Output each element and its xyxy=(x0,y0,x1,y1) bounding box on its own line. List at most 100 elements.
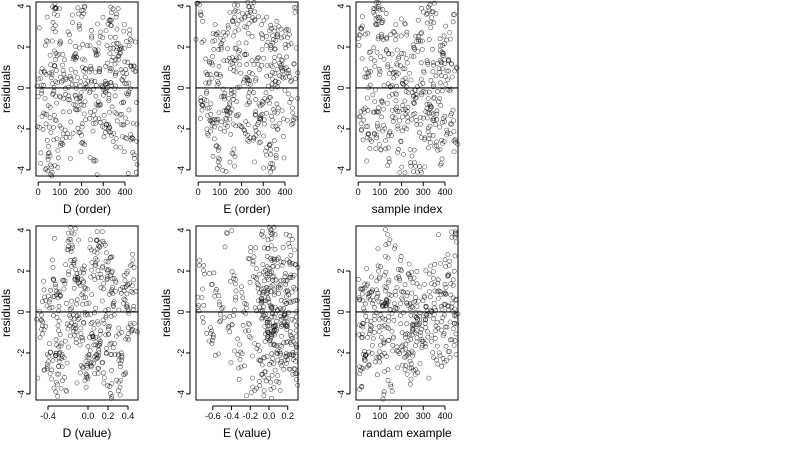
data-point xyxy=(52,29,58,35)
data-point xyxy=(370,301,376,306)
data-point xyxy=(246,4,252,10)
data-point xyxy=(402,98,408,104)
data-point xyxy=(79,121,85,127)
data-point xyxy=(109,23,114,29)
data-point xyxy=(398,301,403,306)
data-point xyxy=(275,79,281,85)
x-tick-label: 300 xyxy=(96,187,111,197)
data-point xyxy=(442,119,448,125)
data-point xyxy=(365,281,370,287)
data-point xyxy=(91,336,96,342)
data-point xyxy=(450,326,456,332)
x-tick-label: -0.4 xyxy=(224,411,240,421)
data-point xyxy=(215,155,221,161)
data-point xyxy=(442,281,448,287)
data-point xyxy=(69,320,74,326)
data-point xyxy=(43,166,49,171)
data-point xyxy=(38,318,44,323)
data-point xyxy=(369,289,375,295)
data-point xyxy=(265,288,270,293)
data-point xyxy=(53,284,59,290)
data-point xyxy=(238,70,244,76)
data-point xyxy=(273,153,279,158)
data-point xyxy=(288,334,294,339)
data-point xyxy=(451,268,457,274)
data-point xyxy=(253,76,259,81)
data-point xyxy=(361,117,367,123)
data-point xyxy=(395,123,401,129)
data-point xyxy=(92,354,97,360)
data-point xyxy=(206,105,212,111)
data-point xyxy=(116,353,121,359)
data-point xyxy=(379,31,384,37)
data-point xyxy=(425,115,430,121)
y-tick-label: 4 xyxy=(176,4,186,9)
data-point xyxy=(85,286,90,292)
data-point xyxy=(90,334,96,340)
data-point xyxy=(51,385,57,391)
data-point xyxy=(68,119,74,125)
data-point xyxy=(110,301,116,306)
data-point xyxy=(64,389,70,394)
data-point xyxy=(73,69,78,75)
data-point xyxy=(290,121,296,126)
data-point xyxy=(98,272,104,277)
data-point xyxy=(232,45,238,51)
data-point xyxy=(278,360,283,366)
data-point xyxy=(123,115,128,121)
data-point xyxy=(393,92,399,97)
data-point xyxy=(398,139,404,145)
data-point xyxy=(417,284,423,290)
data-point xyxy=(270,355,276,361)
data-point xyxy=(93,116,98,121)
data-point xyxy=(402,355,408,360)
data-point xyxy=(215,78,220,84)
data-point xyxy=(381,389,387,395)
data-point xyxy=(56,318,62,324)
data-point xyxy=(397,109,402,114)
data-point xyxy=(276,285,281,290)
data-point xyxy=(95,21,100,27)
data-point xyxy=(98,328,104,334)
data-point xyxy=(269,117,275,123)
data-point xyxy=(259,362,265,368)
data-point xyxy=(107,34,113,40)
data-point xyxy=(285,289,291,294)
data-point xyxy=(272,246,278,252)
data-point xyxy=(279,108,285,113)
data-point xyxy=(125,282,130,288)
data-point xyxy=(42,43,48,48)
points-layer xyxy=(34,224,140,401)
data-point xyxy=(252,387,258,393)
data-point xyxy=(199,40,205,45)
data-point xyxy=(58,293,63,299)
data-point xyxy=(126,80,132,86)
data-point xyxy=(388,84,394,90)
data-point xyxy=(106,267,111,273)
data-point xyxy=(372,131,377,137)
data-point xyxy=(379,19,385,25)
data-point xyxy=(81,111,87,117)
points-layer xyxy=(34,1,140,179)
data-point xyxy=(408,376,414,382)
data-point xyxy=(108,340,114,346)
data-point xyxy=(409,290,415,296)
data-point xyxy=(53,389,59,395)
data-point xyxy=(87,43,93,49)
data-point xyxy=(439,60,445,66)
data-point xyxy=(100,317,106,323)
data-point xyxy=(375,121,380,126)
data-point xyxy=(357,114,363,120)
data-point xyxy=(454,239,459,245)
data-point xyxy=(422,282,428,287)
data-point xyxy=(418,121,423,127)
data-point xyxy=(431,275,436,281)
data-point xyxy=(361,357,367,363)
data-point xyxy=(92,46,98,52)
data-point xyxy=(133,169,139,175)
data-point xyxy=(269,351,275,357)
data-point xyxy=(432,288,438,294)
data-point xyxy=(437,162,443,168)
data-point xyxy=(107,341,113,347)
data-point xyxy=(432,262,438,267)
